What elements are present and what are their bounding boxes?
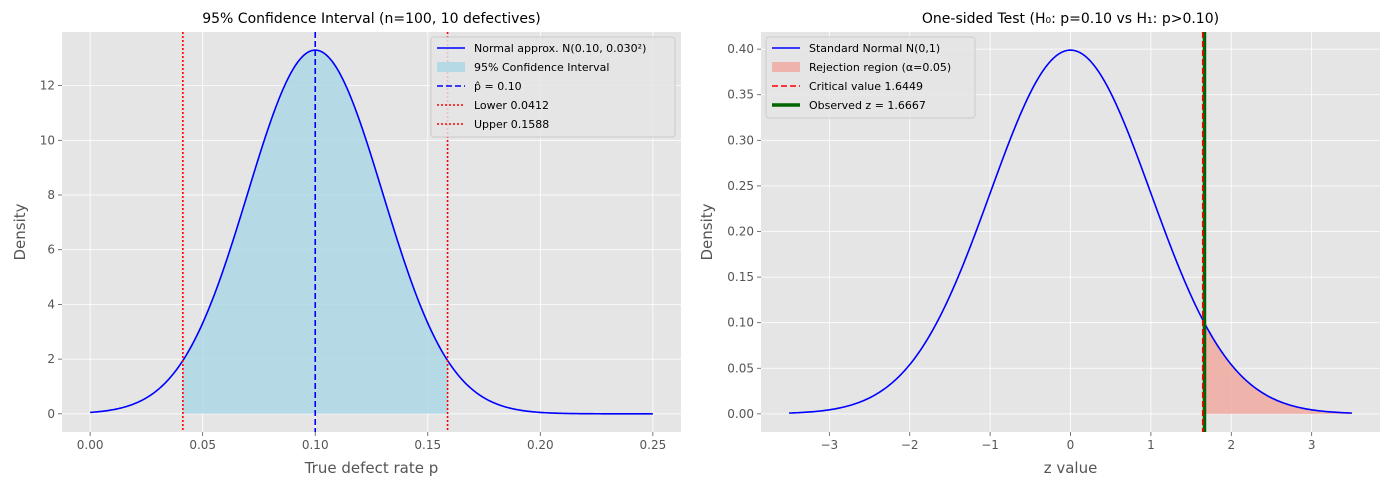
x-tick-label: −3 <box>820 438 838 452</box>
legend-label: Rejection region (α=0.05) <box>809 61 951 74</box>
y-tick-label: 0.20 <box>727 224 754 238</box>
x-tick-label: 0.20 <box>527 438 554 452</box>
x-tick-label: 0.00 <box>77 438 104 452</box>
ci-chart-panel: 0.00 0.05 0.10 0.15 0.20 0.25 0 2 4 6 8 10 12 95% Co… <box>11 11 681 477</box>
legend-label: Normal approx. N(0.10, 0.030²) <box>474 42 646 55</box>
legend-label: Upper 0.1588 <box>474 118 549 131</box>
x-tick-label: 0.15 <box>414 438 441 452</box>
x-tick-label: 0 <box>1067 438 1075 452</box>
legend-label: 95% Confidence Interval <box>474 61 609 74</box>
x-tick-label: −2 <box>901 438 919 452</box>
hypothesis-test-chart-panel: −3 −2 −1 0 1 2 3 0.00 0.05 0.10 0.15 0.20 0.25 0.30 0.… <box>698 11 1380 477</box>
chart-title: 95% Confidence Interval (n=100, 10 defec… <box>202 11 541 27</box>
y-tick-label: 0.10 <box>727 316 754 330</box>
legend-box <box>430 36 676 138</box>
legend-label: Lower 0.0412 <box>474 99 549 112</box>
y-tick-label: 0.05 <box>727 361 754 375</box>
y-tick-label: 0.35 <box>727 88 754 102</box>
y-tick-label: 12 <box>40 79 55 93</box>
x-tick-label: 0.05 <box>189 438 216 452</box>
y-tick-label: 0.15 <box>727 270 754 284</box>
y-tick-label: 6 <box>47 243 55 257</box>
y-axis-label: Density <box>11 203 29 260</box>
y-axis-label: Density <box>698 203 716 260</box>
y-tick-label: 0 <box>47 407 55 421</box>
density-curve <box>90 49 653 415</box>
legend: Normal approx. N(0.10, 0.030²) 95% Confid… <box>430 36 676 138</box>
y-tick-label: 2 <box>47 352 55 366</box>
legend-swatch <box>772 62 800 72</box>
chart-title: One-sided Test (H₀: p=0.10 vs H₁: p>0.10… <box>922 11 1219 27</box>
y-tick-label: 10 <box>40 133 55 147</box>
x-tick-label: −1 <box>981 438 999 452</box>
legend: Standard Normal N(0,1) Rejection region (… <box>765 36 976 119</box>
y-tick-label: 0.00 <box>727 407 754 421</box>
x-tick-label: 1 <box>1147 438 1155 452</box>
shaded-region <box>1202 319 1352 414</box>
legend-box <box>765 36 976 119</box>
legend-label: Standard Normal N(0,1) <box>809 42 940 55</box>
legend-label: Observed z = 1.6667 <box>809 99 926 112</box>
y-tick-label: 0.30 <box>727 133 754 147</box>
y-tick-label: 4 <box>47 297 55 311</box>
y-tick-label: 8 <box>47 188 55 202</box>
y-tick-label: 0.40 <box>727 42 754 56</box>
y-tick-label: 0.25 <box>727 179 754 193</box>
x-axis-label: True defect rate p <box>304 459 439 477</box>
legend-swatch <box>437 62 465 72</box>
x-tick-label: 0.10 <box>302 438 329 452</box>
density-curve <box>789 49 1352 414</box>
x-axis-label: z value <box>1044 459 1098 477</box>
x-tick-label: 0.25 <box>640 438 667 452</box>
x-tick-label: 2 <box>1227 438 1235 452</box>
legend-label: Critical value 1.6449 <box>809 80 923 93</box>
x-tick-label: 3 <box>1308 438 1316 452</box>
legend-label: p̂ = 0.10 <box>474 80 522 93</box>
